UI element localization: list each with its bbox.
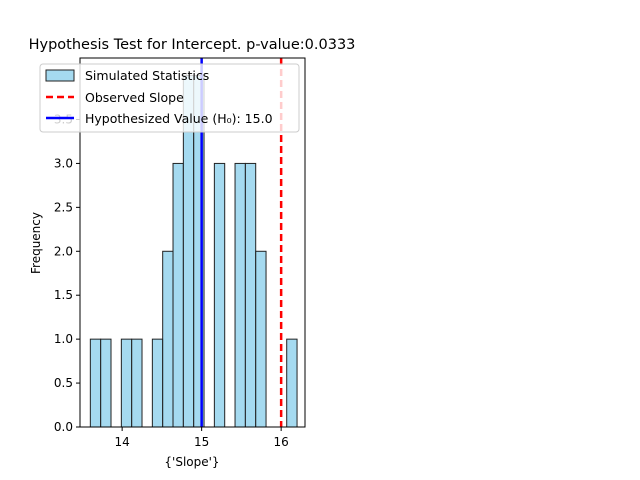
histogram-bar: [89, 338, 102, 428]
y-tick-label: 2.0: [54, 244, 73, 258]
y-tick-label: 2.5: [54, 200, 73, 214]
y-tick-label: 0.5: [54, 376, 73, 390]
histogram-bar: [255, 250, 267, 428]
legend-label-hypothesized: Hypothesized Value (H₀): 15.0: [85, 111, 273, 126]
histogram-bar: [100, 338, 112, 428]
y-tick-label: 1.0: [54, 332, 73, 346]
legend-label-observed: Observed Slope: [85, 90, 184, 105]
y-tick-label: 1.5: [54, 288, 73, 302]
histogram-bar: [120, 338, 133, 428]
y-axis-ticks: 0.00.51.01.52.02.53.03.5: [54, 113, 80, 434]
x-tick-label: 15: [194, 435, 209, 449]
histogram-bar: [213, 162, 226, 428]
histogram-bar: [172, 162, 184, 428]
histogram-bar: [244, 162, 257, 428]
x-tick-label: 14: [114, 435, 129, 449]
histogram-bar: [234, 162, 246, 428]
histogram-bar: [131, 338, 143, 428]
histogram-bar: [151, 338, 164, 428]
legend: Simulated Statistics Observed Slope Hypo…: [39, 63, 300, 133]
x-axis-ticks: 14 15 16: [114, 427, 289, 449]
legend-box: [39, 63, 300, 133]
y-tick-label: 3.0: [54, 156, 73, 170]
x-tick-label: 16: [274, 435, 289, 449]
histogram-bar: [286, 338, 298, 428]
chart-title: Hypothesis Test for Intercept. p-value:0…: [29, 37, 356, 53]
legend-swatch-histogram: [45, 69, 75, 82]
axes-frame: [79, 57, 306, 428]
x-axis-label: {'Slope'}: [164, 455, 219, 469]
y-tick-label: 0.0: [54, 420, 73, 434]
legend-label-simulated: Simulated Statistics: [85, 68, 209, 83]
y-axis-label: Frequency: [29, 212, 43, 274]
histogram-bar: [162, 250, 174, 428]
